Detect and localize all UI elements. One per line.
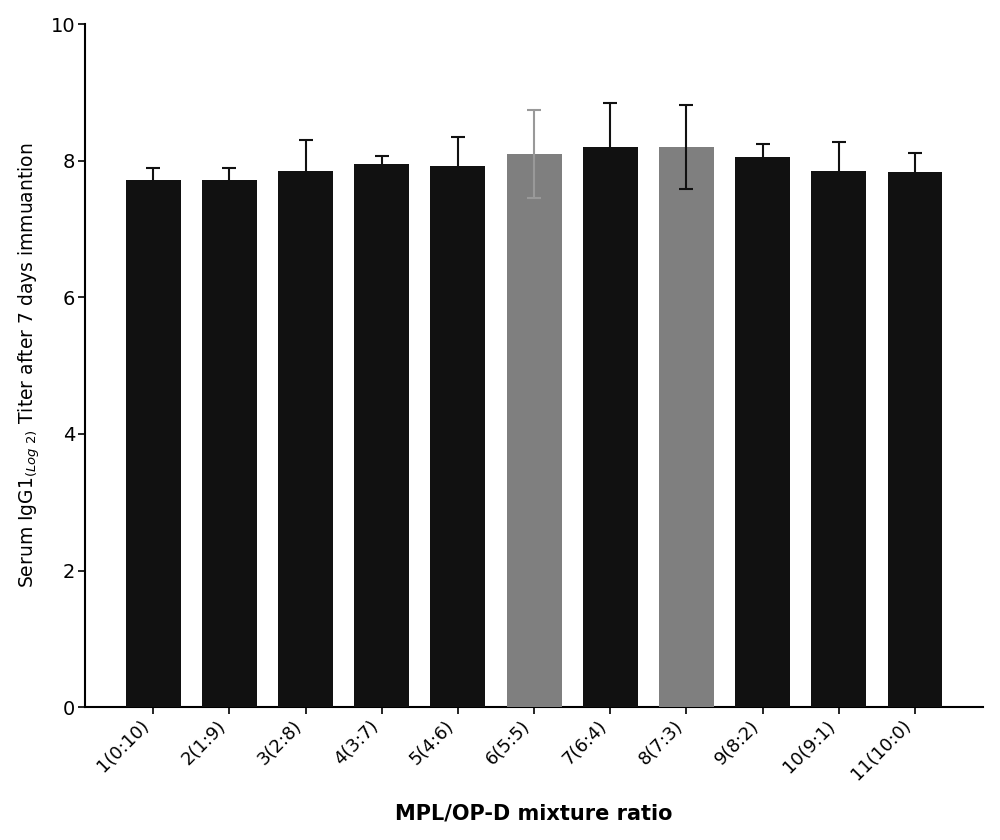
Bar — [659, 147, 714, 707]
Bar — [811, 171, 866, 707]
Bar — [888, 172, 942, 707]
Bar — [507, 154, 562, 707]
Bar — [583, 147, 638, 707]
Y-axis label: Serum IgG1$_{(Log\ 2)}$ Titer after 7 days immuantion: Serum IgG1$_{(Log\ 2)}$ Titer after 7 da… — [17, 143, 42, 589]
X-axis label: MPL/OP-D mixture ratio: MPL/OP-D mixture ratio — [395, 803, 673, 823]
Bar — [354, 164, 409, 707]
Bar — [202, 180, 257, 707]
Bar — [278, 171, 333, 707]
Bar — [735, 157, 790, 707]
Bar — [430, 165, 485, 707]
Bar — [126, 180, 181, 707]
